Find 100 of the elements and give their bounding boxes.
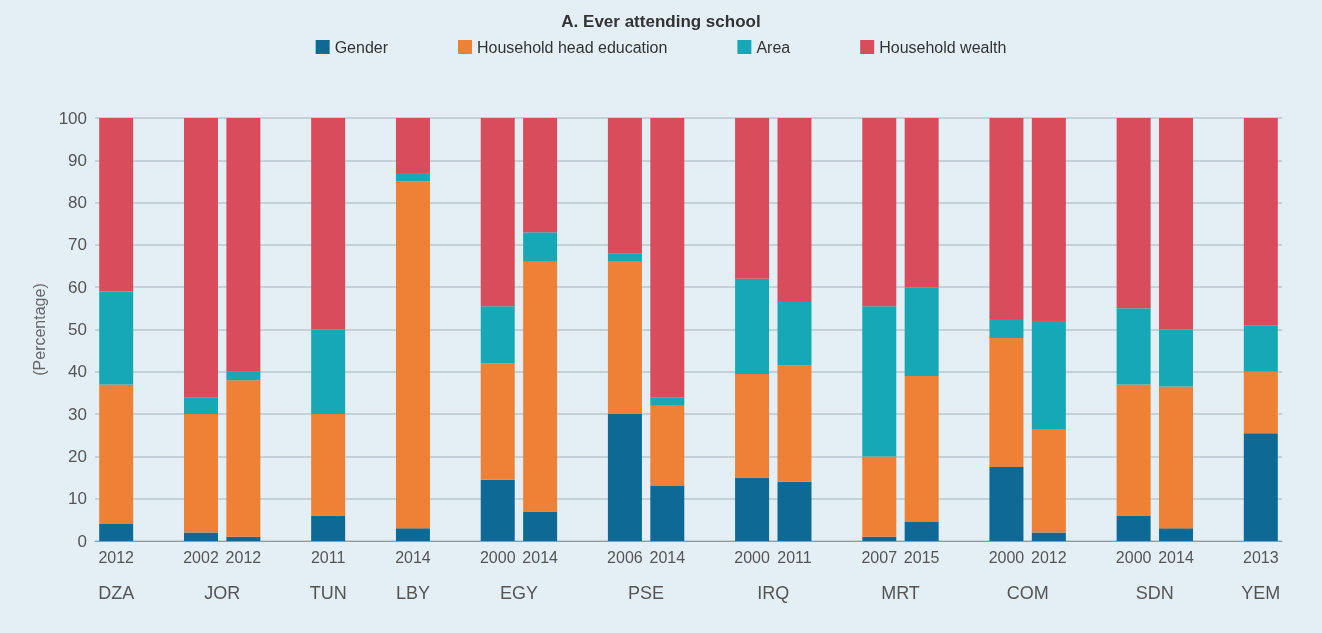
bar xyxy=(1243,371,1278,434)
bar xyxy=(1031,428,1066,533)
bar xyxy=(183,532,218,541)
bar xyxy=(1159,528,1194,541)
bar xyxy=(395,118,430,173)
text: DZA xyxy=(98,583,135,603)
bar xyxy=(311,329,346,415)
bar xyxy=(1116,515,1151,541)
bar xyxy=(862,536,897,541)
x-tick-label: 2012 xyxy=(1031,548,1067,566)
x-tick-label: 2014 xyxy=(1158,548,1194,566)
x-tick-label: 2014 xyxy=(649,548,686,566)
bar xyxy=(311,414,346,516)
text: COM xyxy=(1006,583,1049,603)
bar xyxy=(904,118,939,288)
bar xyxy=(650,486,685,541)
bar xyxy=(650,405,685,487)
x-tick-label: 2002 xyxy=(183,548,219,566)
x-tick-label: 2011 xyxy=(310,548,346,566)
bar xyxy=(735,118,770,279)
x-tick-label: 2000 xyxy=(1115,548,1152,566)
chart-title: A. Ever attending school xyxy=(561,12,761,31)
bar xyxy=(1116,384,1151,516)
x-tick-label: 2012 xyxy=(98,548,135,566)
bar xyxy=(989,466,1024,541)
bar xyxy=(1031,532,1066,541)
x-tick-label: 2000 xyxy=(479,548,516,566)
bar xyxy=(777,365,812,482)
text: JOR xyxy=(204,583,241,603)
text: IRQ xyxy=(757,583,790,603)
bar xyxy=(904,521,939,541)
y-axis-title: (Percentage) xyxy=(31,283,49,376)
text: SDN xyxy=(1135,583,1174,603)
y-tick-label: 0 xyxy=(77,531,87,551)
bar xyxy=(480,363,515,480)
y-tick-label: 60 xyxy=(68,277,87,297)
bar xyxy=(862,118,897,307)
x-tick-label: 2014 xyxy=(395,548,431,566)
bar xyxy=(862,456,897,537)
bar xyxy=(862,306,897,457)
y-tick-label: 100 xyxy=(58,108,87,128)
bar xyxy=(989,318,1024,338)
bar xyxy=(480,118,515,307)
bar xyxy=(395,528,430,541)
x-tick-label: 2006 xyxy=(607,548,643,566)
bar xyxy=(99,118,134,292)
bar xyxy=(989,118,1024,319)
y-tick-label: 70 xyxy=(68,235,87,255)
bar xyxy=(607,261,642,415)
bar xyxy=(1159,329,1194,387)
bar xyxy=(735,373,770,478)
bar xyxy=(1116,118,1151,309)
bar xyxy=(650,397,685,406)
bar xyxy=(226,380,261,537)
bar xyxy=(99,384,134,525)
text: LBY xyxy=(395,583,430,603)
y-tick-label: 50 xyxy=(68,320,87,339)
x-tick-label: 2012 xyxy=(225,548,262,566)
bar xyxy=(607,414,642,541)
y-tick-label: 40 xyxy=(68,362,87,382)
y-tick-label: 80 xyxy=(68,193,87,213)
bar xyxy=(777,302,812,366)
x-tick-label: 2000 xyxy=(734,548,770,566)
text: MRT xyxy=(881,583,920,603)
text: PSE xyxy=(628,583,665,603)
bar xyxy=(226,536,261,541)
bar xyxy=(523,511,558,541)
legend-label: Gender xyxy=(334,38,389,56)
bar xyxy=(777,481,812,541)
bar xyxy=(777,118,812,303)
text: YEM xyxy=(1241,583,1281,603)
x-tick-label: 2013 xyxy=(1243,548,1279,566)
bar xyxy=(735,477,770,541)
x-tick-label: 2000 xyxy=(988,548,1025,566)
bar xyxy=(1031,321,1066,429)
bar xyxy=(99,291,134,385)
bar xyxy=(735,278,770,374)
y-tick-label: 20 xyxy=(68,446,87,466)
bar xyxy=(1159,386,1194,529)
bar xyxy=(311,118,346,330)
bar xyxy=(1159,118,1194,330)
bar xyxy=(480,479,515,541)
x-tick-label: 2011 xyxy=(777,548,812,566)
bar xyxy=(1031,118,1066,322)
bar xyxy=(523,261,558,512)
bar xyxy=(480,306,515,364)
bar xyxy=(311,515,346,541)
legend-label: Household head education xyxy=(477,38,668,56)
bar xyxy=(1243,433,1278,541)
legend-label: Household wealth xyxy=(879,38,1007,56)
bar xyxy=(904,287,939,377)
bar xyxy=(1116,308,1151,385)
bar xyxy=(607,118,642,254)
x-tick-label: 2014 xyxy=(522,548,559,566)
bar xyxy=(395,181,430,529)
x-tick-label: 2015 xyxy=(903,548,940,566)
bar xyxy=(183,118,218,398)
y-tick-label: 10 xyxy=(68,489,87,509)
bar xyxy=(650,118,685,398)
text: TUN xyxy=(309,583,347,603)
